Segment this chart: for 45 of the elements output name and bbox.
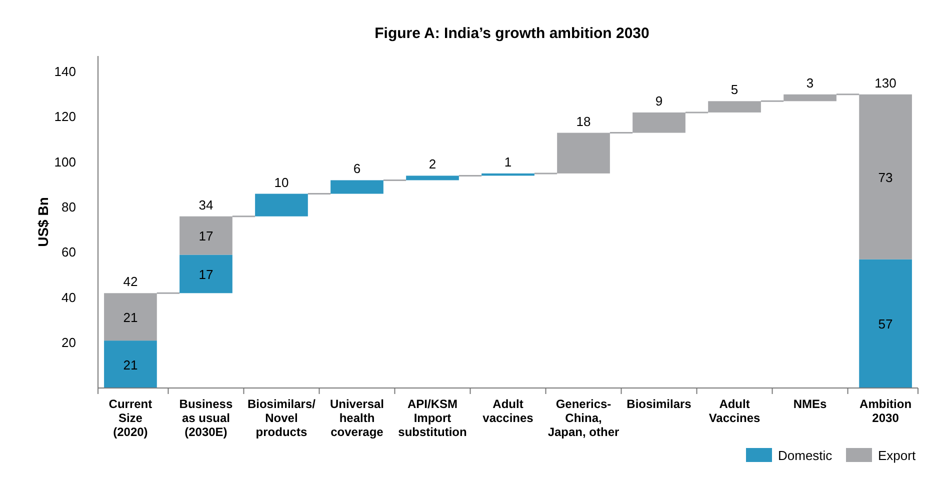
- y-tick-label: 120: [54, 109, 76, 124]
- y-tick-label: 100: [54, 154, 76, 170]
- x-tick-label: API/KSM Import substitution: [398, 397, 467, 439]
- bar: [104, 340, 157, 388]
- chart-title: Figure A: India’s growth ambition 2030: [374, 25, 650, 42]
- x-tick-label: Current Size (2020): [108, 397, 152, 439]
- y-tick-label: 20: [62, 334, 76, 350]
- data-label: 73: [878, 170, 893, 185]
- total-label: 9: [655, 93, 663, 108]
- bar: [406, 176, 459, 180]
- data-label: 17: [198, 266, 214, 282]
- bar: [330, 180, 384, 194]
- y-tick-label: 140: [54, 64, 76, 79]
- data-label: 21: [123, 357, 138, 372]
- total-label: 2: [428, 156, 436, 172]
- x-tick-label: Generics- China, Japan, other: [548, 397, 620, 439]
- data-label: 57: [878, 316, 893, 332]
- data-label: 17: [198, 228, 214, 244]
- bar: [255, 194, 308, 216]
- total-label: 6: [353, 161, 361, 176]
- total-label: 34: [198, 197, 214, 212]
- total-label: 1: [504, 154, 512, 170]
- y-axis-title: US$ Bn: [35, 197, 51, 247]
- bar: [180, 254, 232, 294]
- y-tick-label: 80: [62, 199, 76, 214]
- y-tick-label: 60: [62, 244, 76, 260]
- x-tick-label: Ambition 2030: [860, 397, 912, 425]
- x-tick-label: Business as usual (2030E): [179, 397, 233, 439]
- total-label: 18: [576, 114, 591, 129]
- data-label: 21: [123, 310, 138, 325]
- y-tick-label: 40: [62, 290, 76, 305]
- total-label: 42: [123, 274, 138, 290]
- x-tick-label: Biosimilars: [626, 397, 692, 411]
- total-label: 130: [874, 75, 896, 90]
- legend-label: Domestic: [778, 448, 833, 463]
- x-tick-label: Adult Vaccines: [708, 397, 761, 425]
- total-label: 10: [274, 174, 289, 190]
- x-tick-label: Adult vaccines: [482, 397, 534, 425]
- total-label: 3: [806, 75, 814, 90]
- x-tick-label: NMEs: [793, 397, 828, 411]
- x-tick-label: Universal health coverage: [330, 397, 384, 439]
- legend-label: Export: [878, 448, 916, 463]
- x-tick-label: Biosimilars/ Novel products: [247, 397, 316, 439]
- bar: [859, 259, 912, 388]
- total-label: 5: [730, 82, 738, 98]
